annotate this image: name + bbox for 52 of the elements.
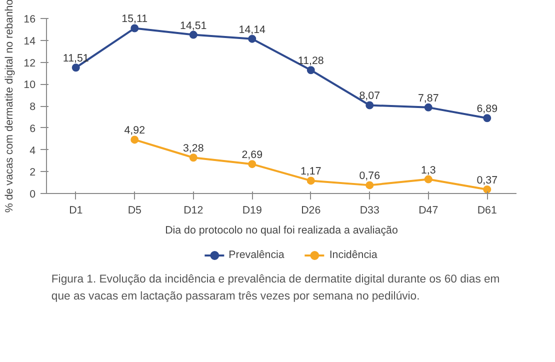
point: [424, 175, 432, 184]
data-label: 11,51: [62, 52, 89, 65]
data-label: 1,3: [420, 164, 436, 176]
y-tick-label: 14: [24, 35, 36, 48]
point: [424, 103, 432, 112]
x-tick-label: D47: [418, 204, 438, 216]
point: [130, 136, 139, 144]
point: [130, 24, 139, 32]
y-tick-label: 6: [30, 122, 36, 135]
data-label: 6,89: [476, 103, 498, 116]
point: [306, 66, 315, 74]
data-label: 14,51: [180, 20, 207, 32]
legend-label: Incidência: [329, 249, 378, 261]
x-tick-label: D12: [184, 204, 204, 216]
data-label: 11,28: [298, 55, 324, 68]
point: [366, 101, 374, 110]
data-label: 8,07: [359, 90, 380, 102]
y-tick-label: 12: [24, 57, 36, 70]
data-label: 3,28: [183, 142, 204, 155]
y-tick-label: 2: [30, 166, 36, 179]
point: [248, 160, 256, 168]
x-tick-label: D5: [128, 204, 142, 216]
x-tick-label: D26: [301, 204, 321, 216]
x-tick-label: D61: [477, 204, 497, 216]
x-axis-title: Dia do protocolo no qual foi realizada a avaliação: [165, 224, 398, 236]
text: Figura 1. Evolução da incidência e prevalência de dermatite digital durante os 60 dias em que as vacas em lactação passaram três vezes por semana no pedilúvio.: [51, 274, 500, 302]
legend-label: Prevalência: [228, 249, 284, 261]
y-axis-title: % de vacas com dermatite digital no rebanho: [4, 0, 16, 213]
data-label: 0,37: [476, 174, 498, 186]
point: [248, 34, 256, 43]
y-tick-label: 4: [30, 144, 36, 157]
point: [189, 154, 198, 162]
point: [483, 114, 492, 122]
point: [189, 30, 198, 39]
data-label: 7,87: [418, 92, 439, 104]
y-tick-label: 0: [30, 188, 36, 200]
x-tick-label: D19: [242, 204, 262, 216]
data-label: 0,76: [359, 170, 380, 182]
data-label: 1,17: [300, 166, 322, 178]
point: [72, 64, 80, 72]
y-tick-label: 8: [30, 101, 36, 113]
point: [306, 176, 315, 185]
point: [483, 185, 492, 194]
data-label: 4,92: [124, 124, 146, 137]
y-tick-label: 10: [24, 79, 36, 92]
x-tick-label: D33: [360, 204, 380, 216]
y-tick-label: 16: [24, 14, 36, 26]
x-tick-label: D1: [69, 204, 83, 216]
data-label: 15,11: [122, 13, 148, 26]
point: [366, 181, 374, 190]
data-label: 14,14: [238, 24, 266, 36]
data-label: 2,69: [242, 149, 263, 162]
